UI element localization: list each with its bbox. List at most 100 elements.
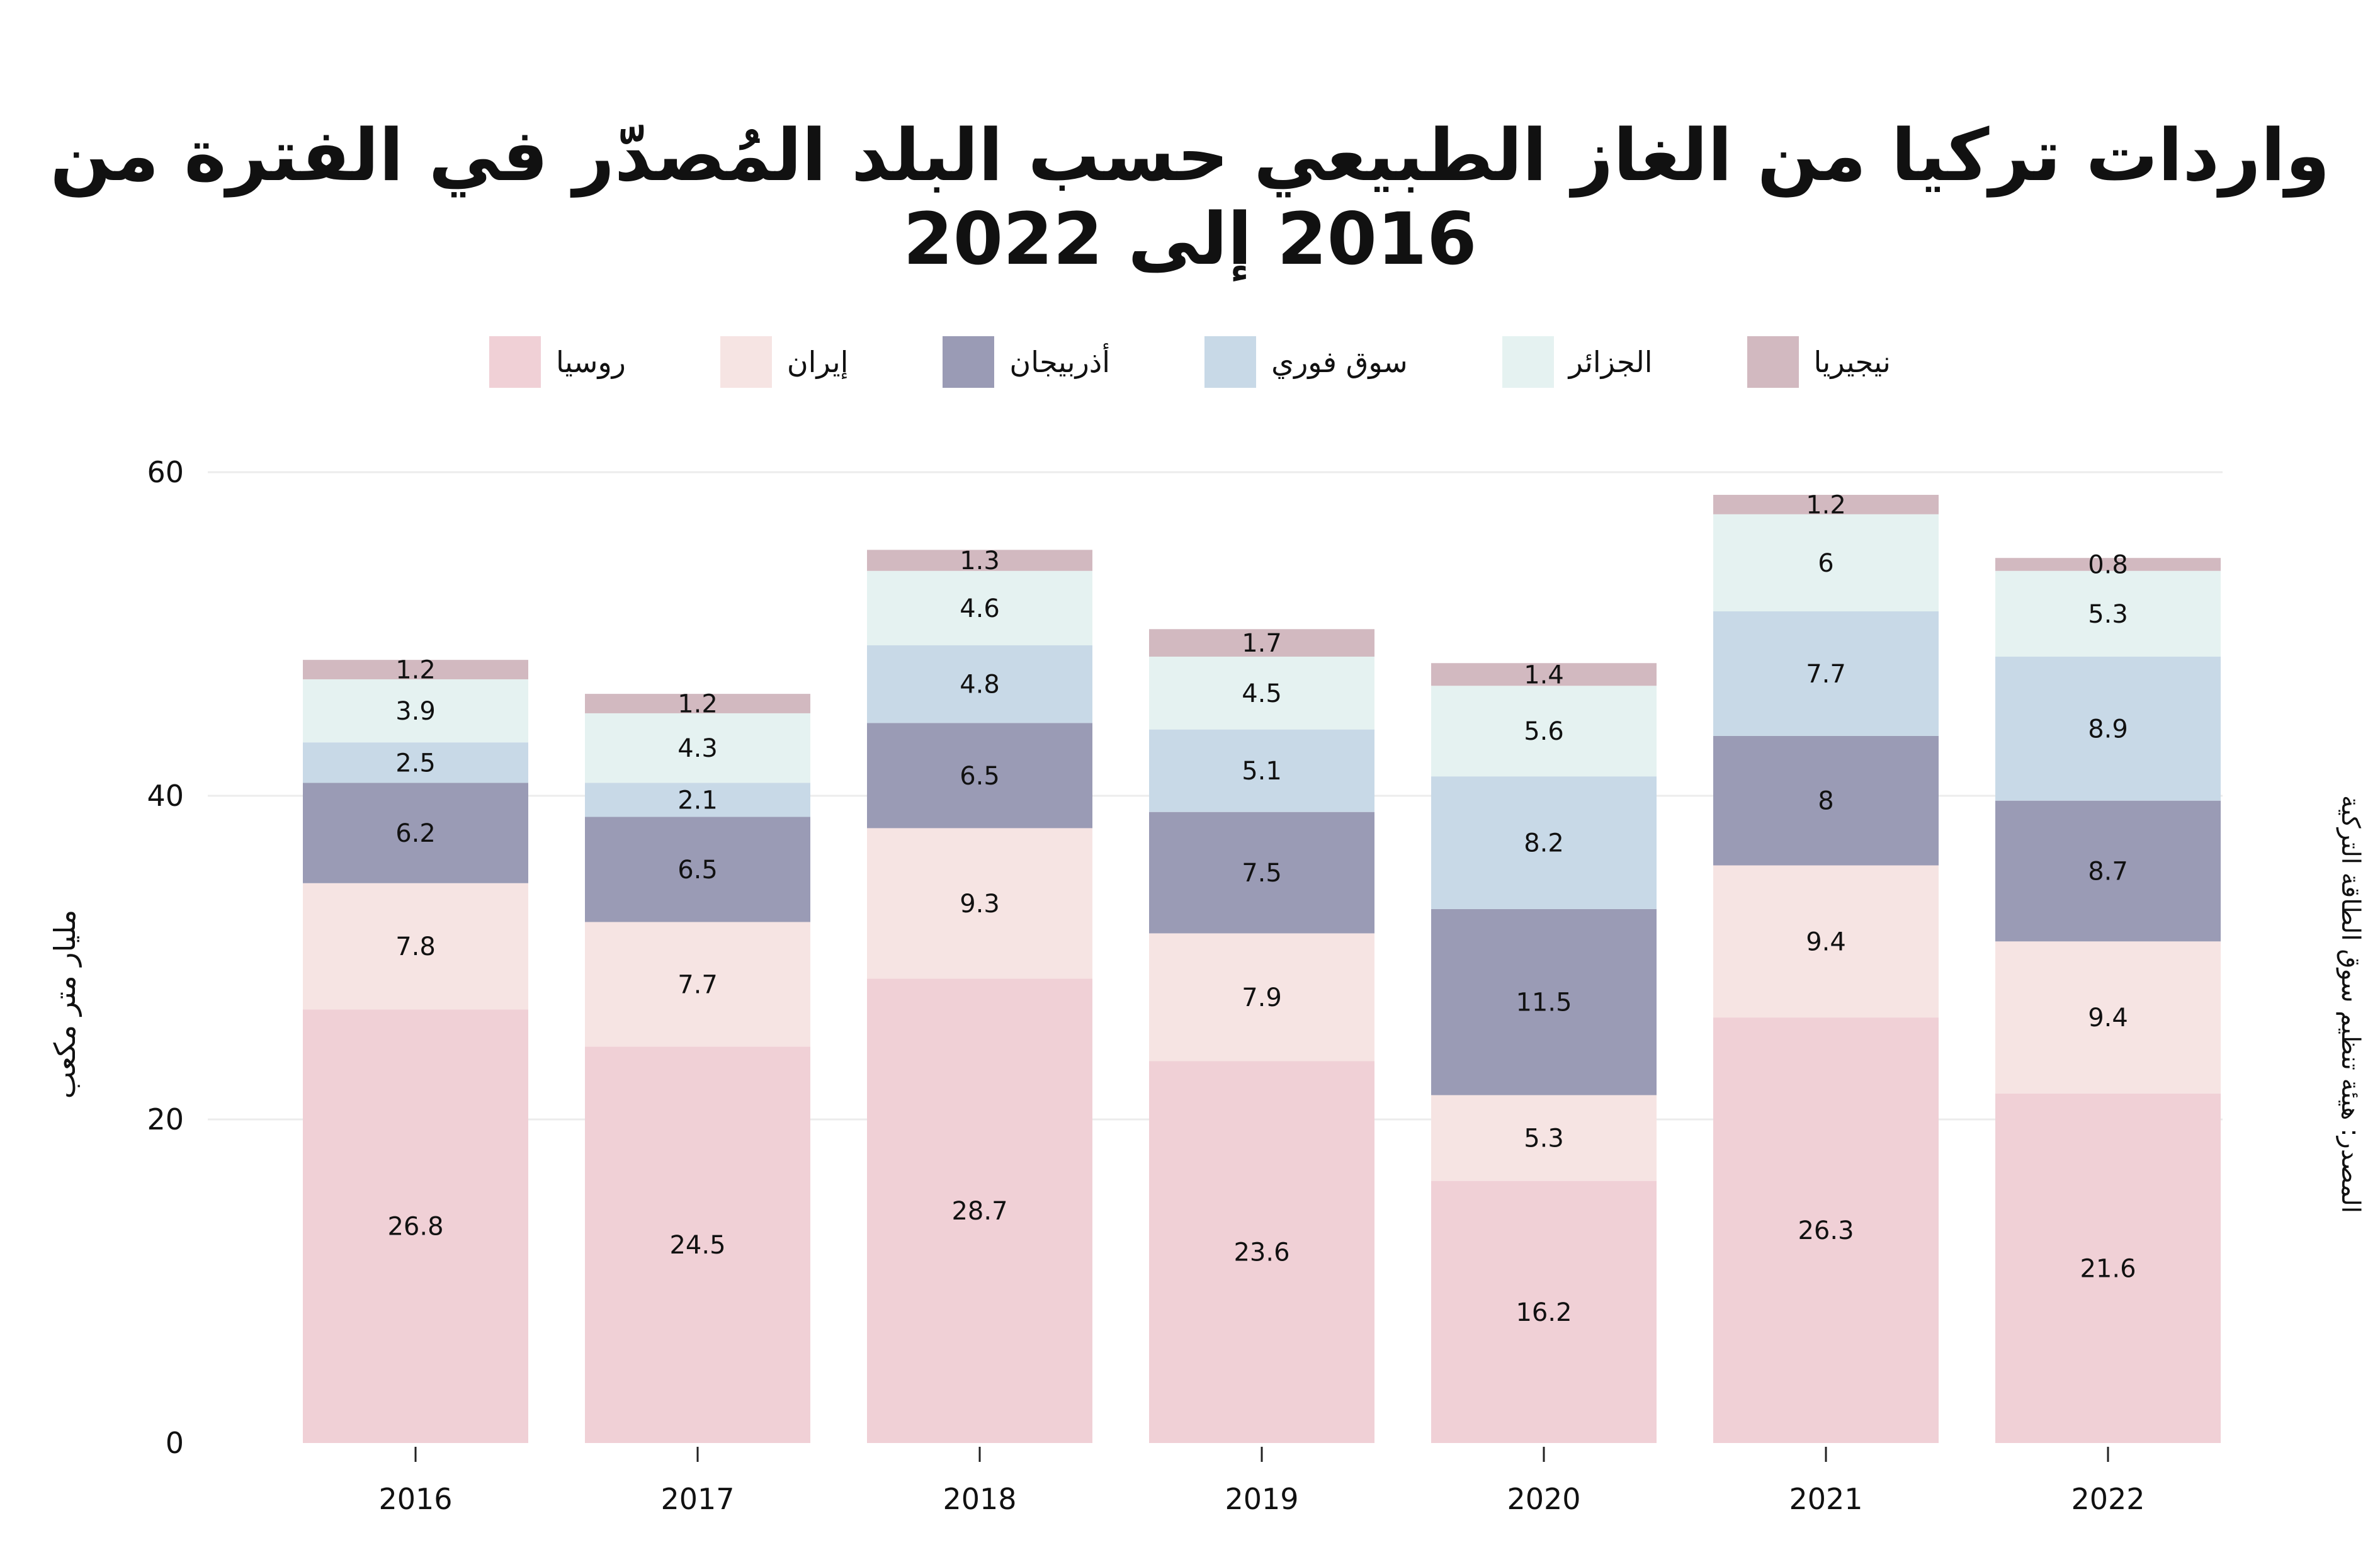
data-label: 0.8 — [2088, 550, 2128, 579]
legend: روسيا إيران أذربيجان سوق فوري الجزائر نيجيريا — [0, 334, 2380, 390]
legend-item: روسيا — [489, 336, 626, 388]
bar-segment — [1149, 729, 1374, 812]
bar-segment — [1995, 800, 2221, 942]
data-label: 24.5 — [669, 1231, 725, 1260]
data-label: 7.5 — [1242, 859, 1282, 888]
bar-segment — [1995, 570, 2221, 657]
bar-segment — [585, 694, 810, 713]
bar-segment — [1713, 514, 1939, 612]
data-label: 5.3 — [2088, 600, 2128, 629]
legend-label: سوق فوري — [1271, 345, 1408, 379]
legend-label: أذربيجان — [1009, 345, 1111, 379]
bar-segment — [1713, 611, 1939, 736]
data-label: 1.2 — [395, 656, 436, 685]
y-tick-label: 20 — [147, 1102, 184, 1136]
bar-segment — [1995, 1093, 2221, 1443]
data-label: 1.7 — [1242, 629, 1282, 658]
x-tick-label: 2016 — [378, 1482, 452, 1516]
data-label: 2.1 — [677, 786, 718, 815]
bar-segment — [1431, 663, 1657, 686]
bar-segment — [867, 978, 1092, 1443]
bar-segment — [1713, 1017, 1939, 1443]
x-tick-label: 2017 — [660, 1482, 734, 1516]
bar-segment — [867, 570, 1092, 645]
bar-segment — [303, 783, 528, 883]
data-label: 9.3 — [960, 890, 1000, 919]
legend-swatch — [1502, 336, 1554, 388]
bar-segment — [1713, 735, 1939, 866]
bar-segment — [1431, 1180, 1657, 1443]
data-label: 1.2 — [677, 690, 718, 719]
legend-swatch — [1747, 336, 1799, 388]
data-label: 28.7 — [951, 1197, 1007, 1226]
chart-title: واردات تركيا من الغاز الطبيعي حسب البلد … — [50, 113, 2330, 281]
data-label: 1.2 — [1806, 490, 1846, 519]
bar-segment — [585, 1046, 810, 1443]
bar-segment — [1713, 494, 1939, 514]
data-label: 16.2 — [1516, 1298, 1572, 1327]
data-label: 6 — [1818, 549, 1833, 578]
data-label: 1.4 — [1524, 660, 1564, 689]
legend-item: إيران — [720, 336, 849, 388]
data-label: 9.4 — [2088, 1004, 2128, 1033]
data-label: 3.9 — [395, 697, 436, 726]
bar-segment — [1149, 656, 1374, 730]
x-tick-label: 2020 — [1507, 1482, 1580, 1516]
data-label: 6.5 — [960, 762, 1000, 791]
bar-segment — [1431, 776, 1657, 909]
y-tick-label: 60 — [147, 455, 184, 489]
data-label: 6.2 — [395, 819, 436, 848]
legend-label: نيجيريا — [1813, 345, 1891, 379]
bar-segment — [303, 742, 528, 783]
data-label: 26.3 — [1798, 1216, 1854, 1245]
data-label: 5.3 — [1524, 1124, 1564, 1153]
bar-segment — [303, 660, 528, 679]
data-label: 9.4 — [1806, 927, 1846, 956]
data-label: 21.6 — [2080, 1254, 2136, 1283]
legend-swatch — [1204, 336, 1257, 388]
legend-item: أذربيجان — [943, 336, 1110, 388]
legend-item: الجزائر — [1502, 336, 1653, 388]
bar-segment — [303, 679, 528, 743]
bar-segment — [585, 713, 810, 783]
data-label: 7.9 — [1242, 983, 1282, 1012]
bar-segment — [585, 817, 810, 922]
legend-swatch — [943, 336, 995, 388]
data-label: 23.6 — [1233, 1238, 1289, 1267]
legend-label: روسيا — [556, 345, 626, 379]
bar-segment — [867, 645, 1092, 723]
data-label: 2.5 — [395, 749, 436, 778]
bar-segment — [1995, 656, 2221, 801]
data-label: 8.9 — [2088, 715, 2128, 744]
data-label: 7.7 — [677, 970, 718, 999]
legend-item: نيجيريا — [1747, 336, 1891, 388]
bar-segment — [303, 1009, 528, 1443]
bar-segment — [1995, 941, 2221, 1094]
data-label: 7.8 — [395, 932, 436, 961]
legend-swatch — [489, 336, 541, 388]
data-label: 5.1 — [1242, 757, 1282, 786]
bar-segment — [303, 883, 528, 1010]
data-label: 5.6 — [1524, 717, 1564, 746]
legend-label: إيران — [786, 345, 849, 379]
data-label: 8.2 — [1524, 829, 1564, 858]
data-label: 4.3 — [677, 734, 718, 763]
bar-segment — [867, 723, 1092, 829]
data-label: 4.5 — [1242, 679, 1282, 708]
bar-segment — [585, 922, 810, 1047]
x-tick-label: 2022 — [2071, 1482, 2145, 1516]
bar-segment — [867, 550, 1092, 571]
y-tick-label: 40 — [147, 779, 184, 813]
data-label: 4.8 — [960, 671, 1000, 699]
bar-segment — [1713, 865, 1939, 1018]
legend-item: سوق فوري — [1204, 336, 1408, 388]
bar-segment — [1149, 812, 1374, 934]
data-label: 4.6 — [960, 594, 1000, 623]
bar-segment — [1431, 908, 1657, 1095]
data-label: 6.5 — [677, 856, 718, 885]
data-label: 26.8 — [387, 1213, 443, 1242]
bar-segment — [1995, 558, 2221, 571]
y-tick-label: 0 — [166, 1426, 184, 1460]
x-tick-label: 2021 — [1789, 1482, 1862, 1516]
